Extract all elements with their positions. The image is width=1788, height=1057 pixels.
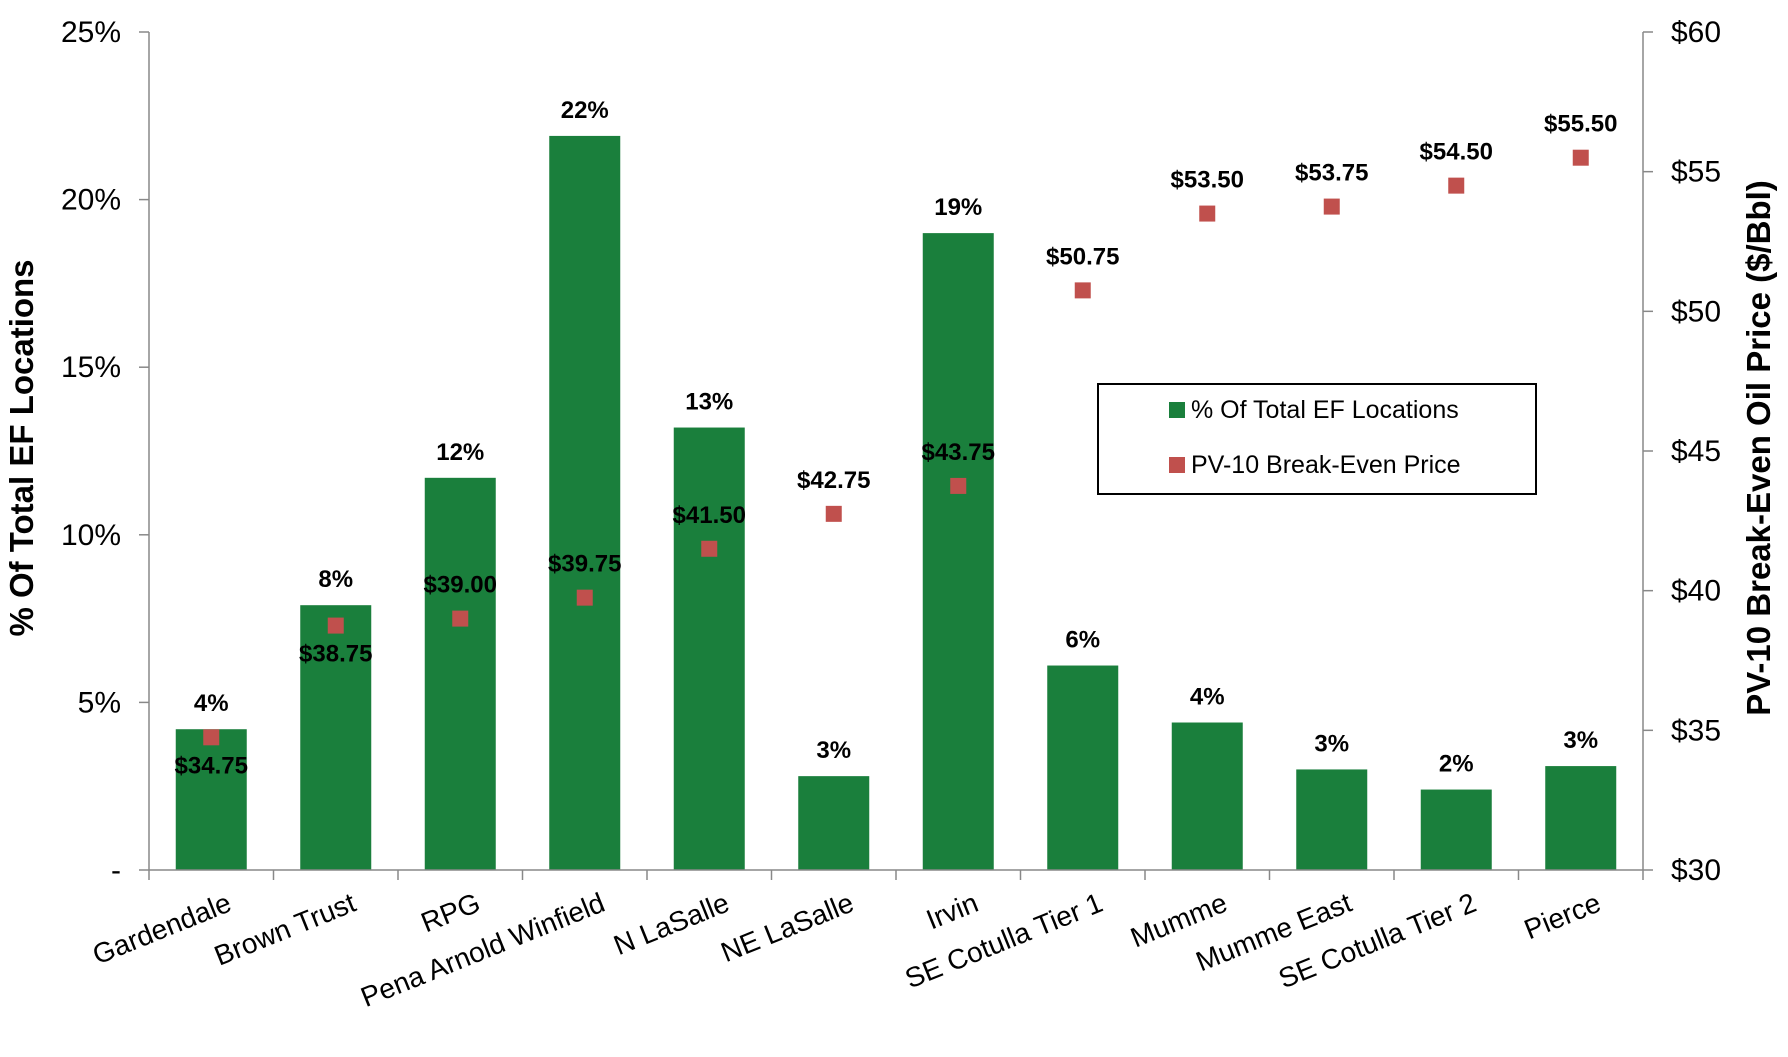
price-value-label: $42.75 [797, 467, 870, 494]
bar-series [175, 135, 1617, 871]
legend-label-locations: % Of Total EF Locations [1191, 396, 1459, 424]
price-marker [950, 477, 967, 494]
bar-value-label: 3% [816, 737, 851, 764]
legend: % Of Total EF Locations PV-10 Break-Even… [1097, 383, 1537, 495]
category-label: Brown Trust [210, 887, 360, 972]
price-marker [452, 610, 469, 627]
left-tick-label: 25% [61, 16, 121, 49]
legend-label-price: PV-10 Break-Even Price [1191, 451, 1461, 479]
price-marker [327, 617, 344, 634]
bar [1296, 769, 1368, 870]
price-value-label: $53.75 [1295, 160, 1368, 187]
category-label: RPG [417, 887, 485, 938]
price-marker [1074, 282, 1091, 299]
price-value-label: $54.50 [1420, 139, 1493, 166]
price-value-label: $55.50 [1544, 111, 1617, 138]
right-tick-label: $40 [1671, 575, 1721, 608]
category-label: Pierce [1520, 887, 1605, 945]
left-tick-label: 15% [61, 351, 121, 384]
right-tick-label: $60 [1671, 16, 1721, 49]
category-label: Irvin [922, 887, 983, 936]
left-tick-label: 10% [61, 519, 121, 552]
left-tick-label: 5% [78, 686, 121, 719]
category-label: N LaSalle [609, 887, 733, 961]
marker-data-labels: $34.75 $38.75 $39.00 $39.75 $41.50 $42.75 $43.… [175, 111, 1618, 780]
bar [922, 233, 994, 870]
bar [1171, 722, 1243, 870]
category-label: Pena Arnold Winfield [356, 887, 609, 1013]
price-marker [1572, 149, 1589, 166]
bar-value-label: 4% [194, 690, 229, 717]
left-tick-label: 20% [61, 184, 121, 217]
bar [1545, 766, 1617, 870]
price-value-label: $39.00 [424, 572, 497, 599]
bar-data-labels: 4% 8% 12% 22% 13% 3% 19% 6% 4% 3% 2% 3% [194, 97, 1598, 778]
bar [1420, 789, 1492, 870]
bar [673, 427, 745, 870]
left-axis-title: % Of Total EF Locations [3, 259, 40, 636]
bar [300, 605, 372, 870]
category-label: Gardendale [88, 887, 235, 971]
price-value-label: $41.50 [673, 502, 746, 529]
price-value-label: $39.75 [548, 551, 621, 578]
bar-value-label: 8% [318, 566, 353, 593]
marker-series [203, 149, 1589, 746]
price-marker [701, 540, 718, 557]
left-tick-label: - [111, 854, 121, 887]
price-value-label: $43.75 [922, 439, 995, 466]
bar [424, 477, 496, 870]
bar-value-label: 4% [1190, 684, 1225, 711]
right-tick-label: $30 [1671, 854, 1721, 887]
legend-bar-swatch [1169, 402, 1185, 418]
bar [798, 776, 870, 870]
price-marker [1199, 205, 1216, 222]
bar-value-label: 13% [685, 389, 733, 416]
category-label: NE LaSalle [716, 887, 858, 968]
bar-value-label: 3% [1563, 727, 1598, 754]
bar-value-label: 22% [561, 97, 609, 124]
price-marker [576, 589, 593, 606]
bar [1047, 665, 1119, 870]
bar-value-label: 3% [1314, 730, 1349, 757]
right-tick-label: $45 [1671, 435, 1721, 468]
price-marker [1323, 198, 1340, 215]
bar-value-label: 19% [934, 194, 982, 221]
bar-value-label: 6% [1065, 627, 1100, 654]
bar-value-label: 2% [1439, 751, 1474, 778]
right-axis-title: PV-10 Break-Even Oil Price ($/Bbl) [1740, 180, 1777, 716]
price-value-label: $53.50 [1171, 167, 1244, 194]
right-tick-label: $55 [1671, 156, 1721, 189]
price-marker [203, 729, 220, 746]
bar [175, 729, 247, 870]
right-tick-label: $50 [1671, 295, 1721, 328]
bar [549, 135, 621, 871]
legend-marker-swatch [1169, 457, 1185, 473]
price-marker [1448, 177, 1465, 194]
right-tick-label: $35 [1671, 714, 1721, 747]
price-marker [825, 505, 842, 522]
bar-value-label: 12% [436, 439, 484, 466]
price-value-label: $50.75 [1046, 243, 1119, 270]
price-value-label: $34.75 [175, 752, 248, 779]
price-value-label: $38.75 [299, 641, 372, 668]
